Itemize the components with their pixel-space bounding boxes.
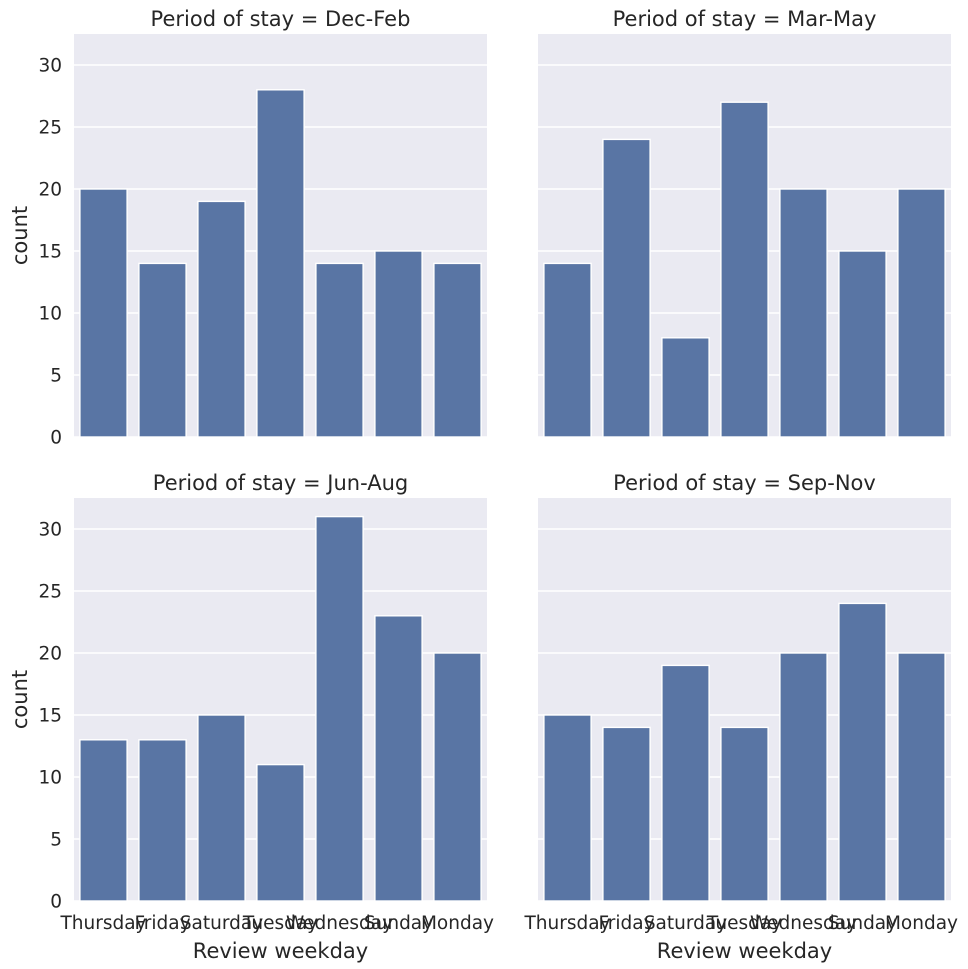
y-tick-label: 30 [38,520,62,541]
bar [543,262,592,438]
bar [543,714,592,902]
x-tick-label: Saturday [180,913,263,934]
x-tick-label: Friday [598,913,654,934]
y-tick-label: 0 [50,428,62,449]
y-tick-label: 25 [38,118,62,139]
y-axis-label: count [8,670,32,729]
y-axis-label: count [8,206,32,265]
panel-title: Period of stay = Jun-Aug [153,471,408,495]
bar [374,615,423,902]
x-tick-label: Tuesday [242,913,318,934]
y-tick-label: 30 [38,56,62,77]
y-tick-label: 10 [38,304,62,325]
x-tick-label: Thursday [523,913,610,934]
x-tick-label: Wednesday [750,913,857,934]
y-tick-label: 5 [50,366,62,387]
bar [897,188,946,438]
x-axis-label: Review weekday [657,939,832,963]
bar [602,726,651,902]
bar [720,101,769,438]
y-tick-label: 20 [38,644,62,665]
y-tick-label: 15 [38,706,62,727]
y-tick-label: 15 [38,242,62,263]
bar [79,188,128,438]
x-tick-label: Sunday [828,913,897,934]
x-tick-label: Monday [885,913,958,934]
bar [433,652,482,902]
y-tick-label: 20 [38,180,62,201]
bar [779,188,828,438]
bar [79,739,128,902]
bar [256,89,305,438]
bar [433,262,482,438]
x-tick-label: Thursday [59,913,146,934]
panel-title: Period of stay = Mar-May [613,7,877,31]
x-tick-label: Friday [134,913,190,934]
bar [838,602,887,902]
y-tick-label: 5 [50,830,62,851]
x-tick-label: Tuesday [706,913,782,934]
x-axis-label: Review weekday [193,939,368,963]
bar [838,250,887,438]
bar [661,664,710,902]
bar [315,515,364,902]
panel-title: Period of stay = Sep-Nov [613,471,876,495]
x-tick-label: Wednesday [286,913,393,934]
bar [315,262,364,438]
y-tick-label: 25 [38,582,62,603]
bar [661,337,710,438]
bar [779,652,828,902]
x-tick-label: Saturday [644,913,727,934]
x-tick-label: Monday [421,913,494,934]
y-tick-label: 10 [38,768,62,789]
bar [138,739,187,902]
bar [374,250,423,438]
bar [197,714,246,902]
bar [256,763,305,902]
bar [138,262,187,438]
y-tick-label: 0 [50,892,62,913]
x-tick-label: Sunday [364,913,433,934]
bar [897,652,946,902]
bar [197,200,246,438]
bar [720,726,769,902]
panel-title: Period of stay = Dec-Feb [151,7,411,31]
bar [602,138,651,438]
